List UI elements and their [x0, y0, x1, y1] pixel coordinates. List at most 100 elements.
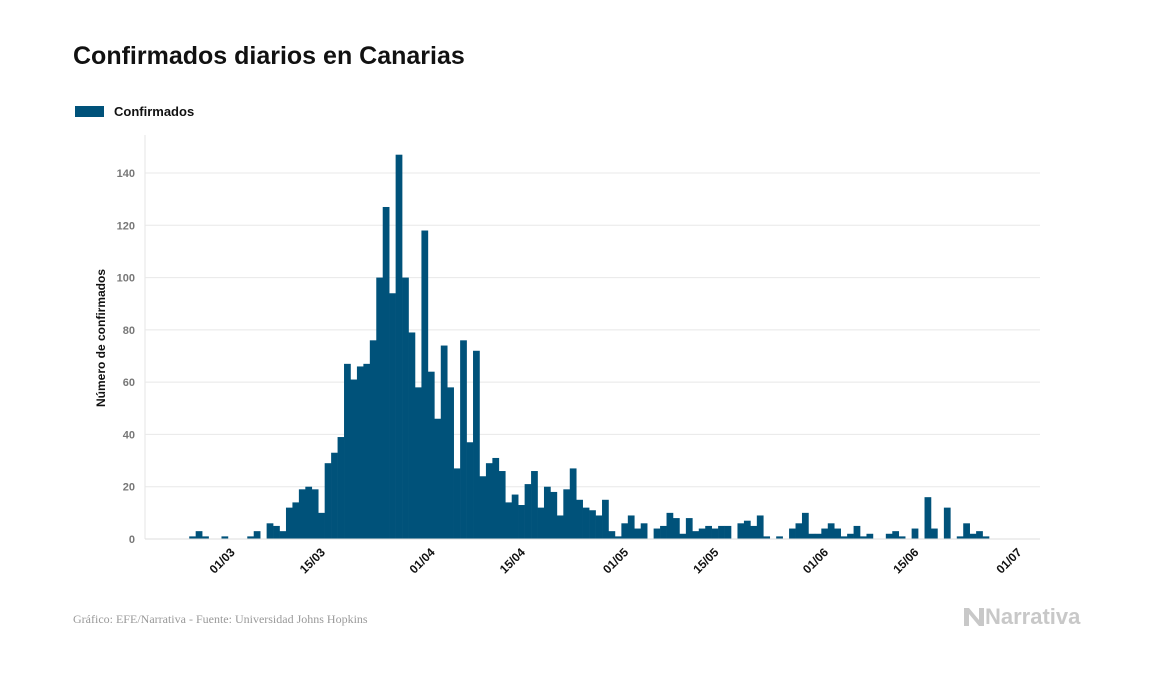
bar	[202, 536, 209, 539]
bar	[408, 332, 416, 539]
bar	[537, 507, 545, 539]
source-footer: Gráfico: EFE/Narrativa - Fuente: Univers…	[73, 612, 368, 626]
bar	[602, 499, 609, 539]
bar	[595, 515, 603, 539]
bar	[253, 531, 261, 539]
x-tick-label: 01/07	[993, 545, 1024, 576]
bar	[292, 502, 300, 539]
bar	[653, 528, 661, 539]
bar	[834, 528, 841, 539]
y-tick-label: 80	[123, 325, 135, 337]
x-tick-label: 15/03	[297, 545, 328, 576]
bar	[718, 525, 725, 539]
y-tick-label: 0	[129, 534, 135, 546]
bar	[640, 523, 648, 539]
y-tick-label: 120	[117, 220, 135, 232]
y-tick-label: 20	[123, 482, 135, 494]
bar	[195, 531, 203, 539]
bar	[853, 525, 861, 539]
bar	[382, 206, 390, 539]
bar	[943, 507, 951, 539]
bar	[660, 525, 667, 539]
bar	[356, 366, 364, 539]
x-tick-label: 15/05	[690, 545, 721, 576]
x-tick-label: 01/06	[800, 545, 831, 576]
bar	[524, 484, 532, 539]
bar	[298, 489, 306, 539]
chart-title: Confirmados diarios en Canarias	[73, 42, 465, 70]
bar	[311, 489, 319, 539]
bar	[221, 536, 229, 539]
bar	[505, 502, 513, 539]
bar	[698, 528, 706, 539]
bar	[511, 494, 519, 539]
bar	[827, 523, 835, 539]
bar	[440, 345, 448, 539]
bar	[492, 457, 500, 539]
bar	[582, 507, 590, 539]
bar	[453, 468, 461, 539]
bar	[395, 154, 403, 539]
x-tick-label: 01/04	[407, 545, 438, 576]
bar	[666, 512, 674, 539]
bar	[589, 510, 596, 539]
bar	[518, 505, 525, 539]
legend: Confirmados	[75, 104, 194, 119]
bar	[789, 528, 796, 539]
y-tick-label: 100	[117, 273, 135, 285]
bar	[344, 363, 351, 539]
bar	[685, 518, 693, 539]
bar	[621, 523, 629, 539]
bar	[427, 371, 435, 539]
bar	[692, 531, 700, 539]
bar	[273, 525, 280, 539]
bar	[331, 452, 338, 539]
bar	[563, 489, 571, 539]
bar	[840, 536, 848, 539]
bar	[421, 230, 429, 539]
bar	[776, 536, 783, 539]
x-tick-label: 01/05	[600, 545, 631, 576]
bar	[976, 531, 983, 539]
y-tick-label: 140	[117, 168, 135, 180]
bar	[801, 512, 809, 539]
bar	[679, 533, 687, 539]
bar	[434, 418, 442, 539]
bar	[266, 523, 274, 539]
bar	[924, 497, 932, 539]
bar	[576, 499, 583, 539]
bar	[376, 277, 384, 539]
bar	[350, 379, 358, 539]
bar	[485, 463, 493, 539]
bar	[911, 528, 919, 539]
legend-label: Confirmados	[114, 104, 195, 119]
bar	[614, 536, 622, 539]
bar	[479, 476, 487, 539]
bar	[724, 525, 732, 539]
bar	[672, 518, 680, 539]
bar	[627, 515, 635, 539]
bar	[982, 536, 990, 539]
bar	[808, 533, 816, 539]
bar	[305, 486, 313, 539]
bar	[569, 468, 577, 539]
bar	[318, 512, 325, 539]
bar	[473, 350, 480, 539]
x-tick-label: 15/06	[890, 545, 921, 576]
bar	[543, 486, 551, 539]
bar	[956, 536, 964, 539]
bar	[814, 533, 822, 539]
bar	[389, 293, 396, 539]
bar	[963, 523, 970, 539]
bar	[898, 536, 906, 539]
y-axis-label: Número de confirmados	[94, 269, 108, 407]
bar	[795, 523, 803, 539]
x-tick-label: 15/04	[497, 545, 528, 576]
bar	[847, 533, 854, 539]
bar	[750, 525, 758, 539]
bar	[634, 528, 642, 539]
bar	[531, 471, 538, 539]
bar	[466, 442, 474, 539]
y-tick-label: 60	[123, 377, 135, 389]
